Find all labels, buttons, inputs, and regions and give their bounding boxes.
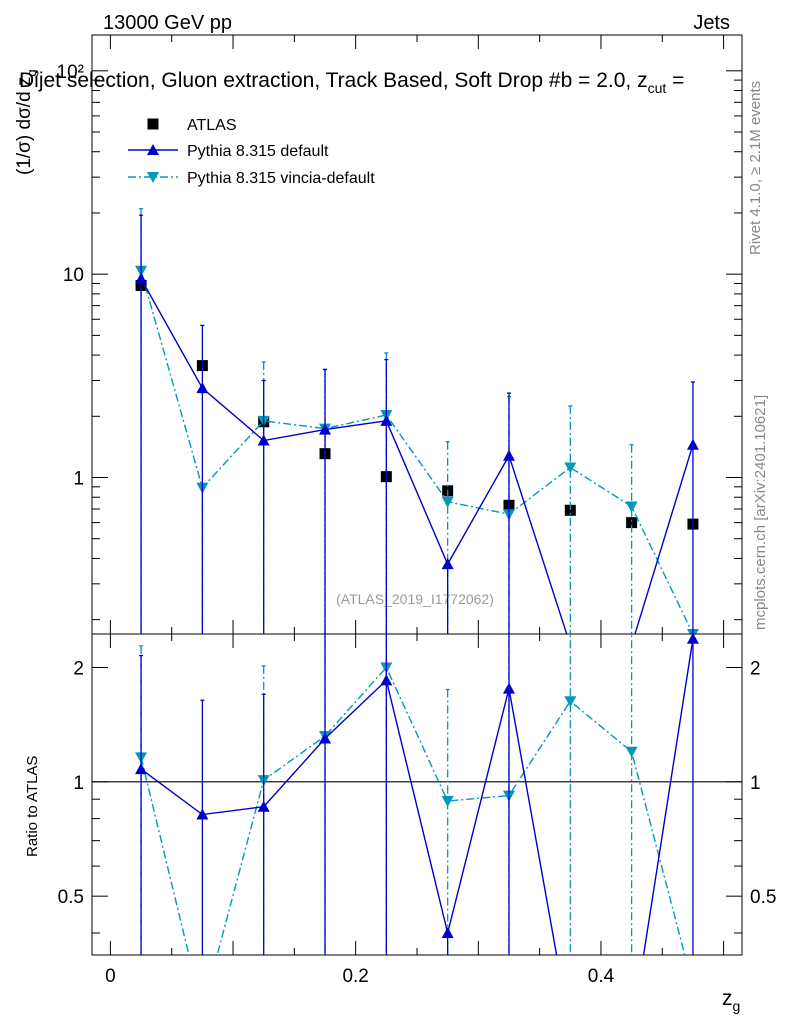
data-point-pythia <box>502 449 515 461</box>
series-pythia <box>135 214 699 634</box>
ratio-frame <box>91 633 743 956</box>
side-rivet: Rivet 4.1.0, ≥ 2.1M events <box>747 81 764 255</box>
legend-label: Pythia 8.315 default <box>187 143 329 160</box>
y-tick-label-ratio: 1 <box>73 773 84 794</box>
x-tick-label: 0 <box>105 966 116 987</box>
header-jets: Jets <box>693 12 730 34</box>
y-tick-label-ratio: 2 <box>73 658 84 679</box>
data-point-vincia <box>625 501 638 513</box>
legend-label: ATLAS <box>187 117 237 134</box>
y-tick-label-main: 10² <box>57 62 84 83</box>
side-mcplots: mcplots.cern.ch [arXiv:2401.10621] <box>752 395 769 630</box>
legend-marker-pythia <box>147 144 159 155</box>
data-point-ratio-pythia <box>380 674 393 686</box>
legend: ATLAS Pythia 8.315 default Pythia 8.315 vi… <box>128 117 375 187</box>
series-ratio-pythia <box>135 634 699 955</box>
y-tick-label-ratio-right: 0.5 <box>750 887 776 908</box>
watermark: (ATLAS_2019_I1772062) <box>336 591 494 607</box>
series-line-pythia <box>140 278 694 634</box>
data-point-ratio-pythia <box>196 808 209 820</box>
series-line-ratio-vincia <box>140 666 686 955</box>
x-axis-label: zg <box>722 987 740 1014</box>
svg-text:Ratio to ATLAS: Ratio to ATLAS <box>24 756 41 857</box>
data-point-pythia <box>135 272 148 284</box>
x-tick-label: 0.4 <box>588 966 615 987</box>
data-point-ratio-pythia <box>135 763 148 775</box>
data-point-atlas <box>564 504 576 516</box>
data-point-pythia <box>196 382 209 394</box>
plot-title: Dijet selection, Gluon extraction, Track… <box>19 69 684 96</box>
data-point-atlas <box>626 517 638 529</box>
svg-text:mcplots.cern.ch [arXiv:2401.10: mcplots.cern.ch [arXiv:2401.10621] <box>752 395 769 630</box>
y-tick-label-ratio-right: 2 <box>750 658 761 679</box>
data-point-ratio-vincia <box>687 981 699 992</box>
main-ylabel-sub: g <box>24 69 39 76</box>
plot-title-text: Dijet selection, Gluon extraction, Track… <box>19 69 648 92</box>
series-ratio-vincia <box>135 634 699 1017</box>
svg-text:(1/σ) dσ/d zg: (1/σ) dσ/d zg <box>14 69 39 175</box>
main-ylabel-text: (1/σ) dσ/d z <box>14 77 35 175</box>
y-tick-label-main: 10 <box>63 265 84 286</box>
data-point-pythia <box>441 558 454 570</box>
x-tick-label: 0.2 <box>342 966 368 987</box>
header-energy: 13000 GeV pp <box>103 12 232 34</box>
data-point-ratio-vincia <box>196 1006 208 1017</box>
data-point-pythia <box>686 438 699 450</box>
legend-marker-vincia <box>147 172 159 183</box>
data-point-vincia <box>441 496 454 508</box>
plot-title-cut: cut <box>648 80 667 96</box>
data-point-ratio-pythia <box>319 732 332 744</box>
series-line-vincia <box>140 270 694 634</box>
data-point-ratio-vincia <box>564 696 577 708</box>
y-tick-label-ratio-right: 1 <box>750 773 761 794</box>
data-point-ratio-pythia <box>441 926 454 938</box>
x-axis-label-text: z <box>722 987 733 1010</box>
legend-marker-atlas <box>147 118 159 130</box>
legend-label: Pythia 8.315 vincia-default <box>187 170 375 187</box>
data-point-vincia <box>564 462 577 474</box>
data-point-ratio-pythia <box>257 800 270 812</box>
data-point-ratio-vincia <box>441 796 454 808</box>
ratio-panel: 0 0.2 0.4 0.5 0.5 1 1 2 2 <box>58 633 776 1017</box>
data-point-pythia <box>257 434 270 446</box>
data-point-pythia <box>319 423 332 435</box>
data-point-ratio-pythia <box>502 682 515 694</box>
data-point-pythia <box>380 414 393 426</box>
series-vincia <box>135 207 699 634</box>
y-tick-label-main: 1 <box>73 469 84 490</box>
main-panel: 1 10 10² <box>57 34 743 635</box>
plot-title-tail: = <box>666 69 684 92</box>
data-point-ratio-pythia <box>686 634 699 644</box>
x-axis-label-sub: g <box>733 998 741 1014</box>
series-line-ratio-pythia <box>140 638 694 955</box>
main-ylabel: (1/σ) dσ/d zg <box>14 69 39 175</box>
y-tick-label-ratio: 0.5 <box>58 887 84 908</box>
data-point-ratio-vincia <box>625 746 638 758</box>
ratio-ylabel: Ratio to ATLAS <box>24 756 41 857</box>
svg-text:Rivet 4.1.0, ≥ 2.1M events: Rivet 4.1.0, ≥ 2.1M events <box>747 81 764 255</box>
